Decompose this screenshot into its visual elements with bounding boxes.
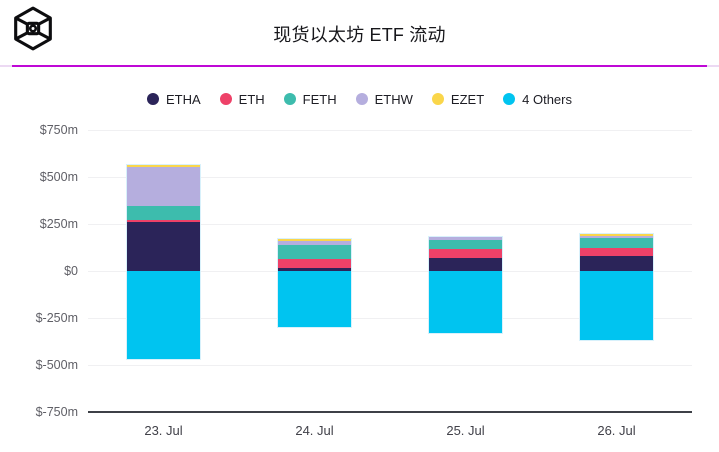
- bar-25-jul[interactable]: [429, 236, 502, 334]
- gridline: [88, 271, 692, 272]
- bar-segment-4-others[interactable]: [429, 270, 502, 334]
- bar-26-jul[interactable]: [580, 234, 653, 340]
- legend-item-etha[interactable]: ETHA: [147, 92, 201, 107]
- legend-dot-icon: [431, 93, 444, 105]
- bar-segment-ethw[interactable]: [429, 236, 502, 241]
- legend-item-eth[interactable]: ETH: [219, 91, 265, 107]
- x-axis-line: [88, 411, 692, 413]
- bar-segment-eth[interactable]: [429, 248, 502, 258]
- bar-segment-4-others[interactable]: [127, 270, 200, 360]
- legend-item-feth[interactable]: FETH: [283, 91, 337, 107]
- legend-label: ETH: [238, 91, 265, 107]
- bar-segment-feth[interactable]: [580, 237, 653, 248]
- bar-segment-ethw[interactable]: [580, 236, 653, 238]
- x-axis-tick-label: 23. Jul: [144, 423, 183, 438]
- bar-segment-etha[interactable]: [580, 255, 653, 271]
- y-axis-tick-label: $-500m: [35, 358, 78, 372]
- y-axis-tick-label: $0: [64, 264, 78, 278]
- x-axis-tick-label: 24. Jul: [295, 423, 334, 438]
- bar-segment-feth[interactable]: [429, 240, 502, 249]
- legend-label: ETHA: [166, 91, 201, 107]
- bar-segment-etha[interactable]: [278, 267, 351, 271]
- x-axis-tick-label: 25. Jul: [446, 423, 485, 438]
- bar-segment-etha[interactable]: [429, 257, 502, 271]
- legend-dot-icon: [283, 93, 296, 105]
- legend-item-ezet[interactable]: EZET: [431, 91, 485, 107]
- coinglass-cube-logo-icon[interactable]: [12, 6, 54, 51]
- y-axis-tick-label: $250m: [39, 217, 78, 231]
- bar-23-jul[interactable]: [127, 164, 200, 360]
- y-axis-tick-label: $500m: [39, 170, 78, 184]
- bar-segment-ezet[interactable]: [580, 234, 653, 237]
- bar-segment-feth[interactable]: [127, 205, 200, 220]
- y-axis-tick-label: $750m: [39, 123, 78, 137]
- legend-label: FETH: [302, 91, 337, 107]
- page-title: 现货以太坊 ETF 流动: [273, 25, 446, 45]
- legend-dot-icon: [503, 93, 516, 105]
- gridline: [88, 365, 692, 366]
- x-axis-tick-label: 26. Jul: [597, 423, 636, 438]
- bar-segment-ethw[interactable]: [278, 240, 351, 245]
- bar-segment-4-others[interactable]: [278, 270, 351, 328]
- bar-segment-eth[interactable]: [580, 247, 653, 256]
- gridline: [88, 318, 692, 319]
- y-axis-tick-label: $-250m: [35, 311, 78, 325]
- legend-item-4-others[interactable]: 4 Others: [503, 92, 572, 107]
- gridline: [88, 224, 692, 225]
- legend-label: ETHW: [374, 91, 413, 107]
- bar-segment-feth[interactable]: [278, 244, 351, 259]
- y-axis-tick-label: $-750m: [35, 405, 78, 419]
- legend-dot-icon: [147, 93, 159, 105]
- legend-item-ethw[interactable]: ETHW: [355, 91, 413, 107]
- bar-segment-eth[interactable]: [127, 219, 200, 223]
- gridline: [88, 130, 692, 131]
- legend-dot-icon: [219, 93, 232, 105]
- legend-label: EZET: [450, 91, 485, 107]
- legend-label: 4 Others: [522, 91, 572, 107]
- legend-dot-icon: [355, 93, 368, 105]
- chart-legend: ETHA ETH FETH ETHW EZET 4 Others: [0, 90, 719, 108]
- bar-segment-4-others[interactable]: [580, 270, 653, 340]
- header-divider-accent: [12, 65, 707, 67]
- bar-24-jul[interactable]: [278, 238, 351, 328]
- bar-segment-etha[interactable]: [127, 222, 200, 271]
- bar-segment-ethw[interactable]: [127, 167, 200, 206]
- bar-segment-eth[interactable]: [278, 258, 351, 268]
- bar-segment-ezet[interactable]: [127, 164, 200, 168]
- bar-segment-ezet[interactable]: [278, 238, 351, 241]
- gridline: [88, 177, 692, 178]
